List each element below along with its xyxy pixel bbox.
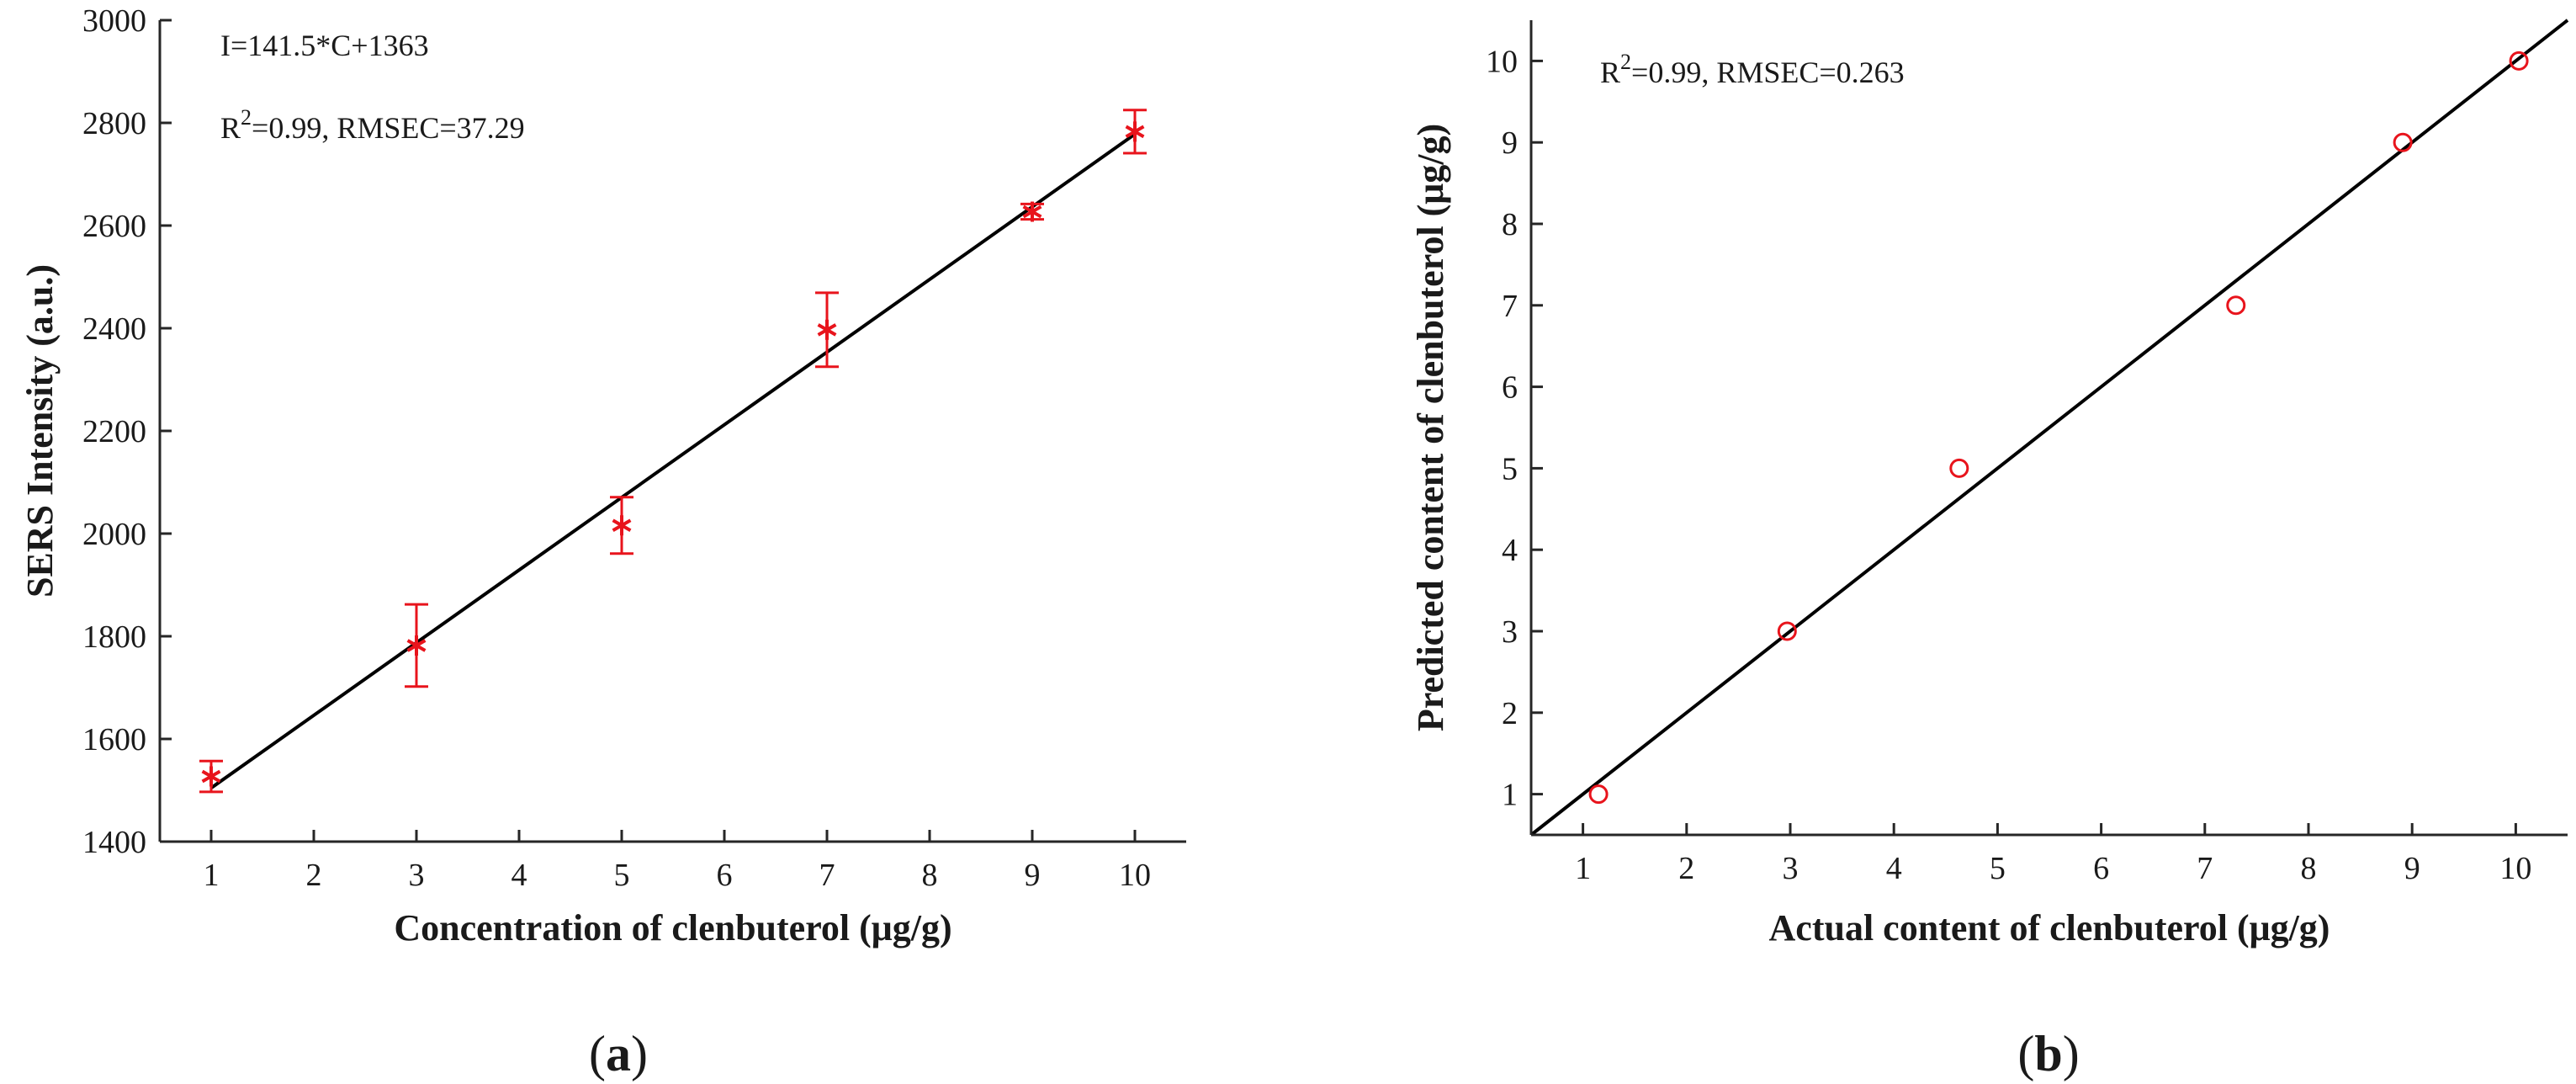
panel-b-r2-annotation: R2=0.99, RMSEC=0.263 (1600, 50, 1905, 89)
y-tick-label: 5 (1502, 451, 1518, 486)
x-tick-label: 5 (1990, 851, 2006, 886)
panel-b-chart: 1 2 3 4 5 6 7 8 9 10 1 2 3 4 5 6 7 8 9 10 R2=0.99, RMSEC=0… (1410, 19, 2569, 1081)
y-tick-label: 8 (1502, 207, 1518, 242)
data-point (612, 515, 632, 536)
panel-a-y-axis-title: SERS Intensity (a.u.) (19, 264, 61, 598)
panel-a-y-ticks: 1400 1600 1800 2000 2200 2400 2600 2800 3000 (82, 3, 172, 860)
x-tick-label: 5 (614, 858, 630, 893)
y-tick-label: 3 (1502, 614, 1518, 650)
y-tick-label: 2600 (82, 209, 146, 244)
panel-a-x-axis-title: Concentration of clenbuterol (μg/g) (394, 907, 951, 948)
x-tick-label: 9 (2404, 851, 2420, 886)
x-tick-label: 6 (717, 858, 733, 893)
panel-a-label: (a) (589, 1026, 648, 1081)
panel-b-y-ticks: 1 2 3 4 5 6 7 8 9 10 (1486, 44, 1543, 813)
y-tick-label: 2400 (82, 311, 146, 347)
panel-b-data-marks (1588, 50, 2529, 805)
data-point (1949, 458, 1969, 478)
y-tick-label: 1400 (82, 825, 146, 860)
x-tick-label: 10 (1119, 858, 1151, 893)
x-tick-label: 7 (2197, 851, 2213, 886)
y-tick-label: 2800 (82, 106, 146, 141)
panel-a-x-ticks: 1 2 3 4 5 6 7 8 9 10 (204, 830, 1151, 893)
x-tick-label: 9 (1025, 858, 1041, 893)
x-tick-label: 6 (2093, 851, 2109, 886)
y-tick-label: 6 (1502, 370, 1518, 406)
fit-line (1529, 19, 2569, 837)
y-tick-label: 2200 (82, 414, 146, 449)
panel-a-equation-annotation: I=141.5*C+1363 (220, 29, 429, 62)
x-tick-label: 2 (1678, 851, 1694, 886)
panel-b-fit-line-group (1529, 19, 2569, 837)
panel-a-axes (158, 20, 1186, 843)
y-tick-label: 3000 (82, 3, 146, 39)
data-point (817, 319, 837, 340)
panel-b-x-ticks: 1 2 3 4 5 6 7 8 9 10 (1575, 823, 2531, 886)
panel-a-chart: 1400 1600 1800 2000 2200 2400 2600 2800 3000 1 2 3… (19, 3, 1186, 1081)
x-tick-label: 10 (2499, 851, 2531, 886)
panel-b-y-axis-title: Predicted content of clenbuterol (μg/g) (1410, 124, 1451, 731)
x-tick-label: 4 (511, 858, 527, 893)
data-point (1588, 784, 1609, 805)
data-point (201, 766, 221, 787)
x-tick-label: 2 (306, 858, 322, 893)
y-tick-label: 9 (1502, 125, 1518, 161)
x-tick-label: 3 (1783, 851, 1799, 886)
data-point (2393, 132, 2413, 152)
panel-b-x-axis-title: Actual content of clenbuterol (μg/g) (1769, 907, 2330, 948)
data-point (1022, 201, 1042, 222)
data-point (406, 635, 427, 656)
x-tick-label: 8 (922, 858, 938, 893)
data-point (1125, 121, 1145, 142)
panel-b-axes (1529, 20, 2568, 837)
x-tick-label: 1 (1575, 851, 1591, 886)
y-tick-label: 1 (1502, 778, 1518, 813)
y-tick-label: 2000 (82, 517, 146, 552)
panel-a-r2-annotation: R2=0.99, RMSEC=37.29 (220, 105, 525, 145)
x-tick-label: 4 (1886, 851, 1902, 886)
x-tick-label: 3 (409, 858, 425, 893)
y-tick-label: 4 (1502, 533, 1518, 568)
y-tick-label: 7 (1502, 289, 1518, 324)
y-tick-label: 10 (1486, 44, 1518, 79)
panel-a-data-marks (199, 109, 1147, 794)
data-point (1777, 621, 1797, 641)
panel-a-fit-line-group (209, 132, 1137, 789)
y-tick-label: 1600 (82, 722, 146, 757)
y-tick-label: 2 (1502, 696, 1518, 731)
data-point (2226, 295, 2246, 316)
x-tick-label: 1 (204, 858, 220, 893)
x-tick-label: 8 (2301, 851, 2317, 886)
y-tick-label: 1800 (82, 619, 146, 655)
panel-b-label: (b) (2017, 1026, 2079, 1081)
fit-line (209, 132, 1137, 789)
x-tick-label: 7 (819, 858, 835, 893)
data-point (2509, 50, 2529, 71)
